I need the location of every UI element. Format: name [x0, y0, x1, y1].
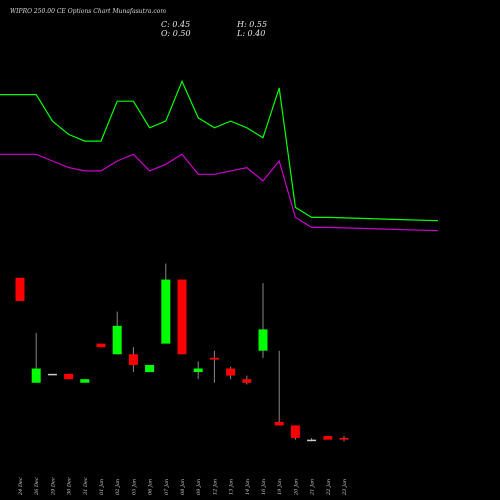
fast-moving-average-line — [0, 79, 439, 222]
candle-body — [177, 279, 187, 355]
x-tick-label: 20 Jan — [293, 479, 299, 496]
x-tick-label: 23 Jan — [342, 479, 348, 496]
candle-body — [290, 425, 300, 438]
x-tick-label: 05 Jan — [131, 479, 137, 495]
candle-6 — [112, 311, 122, 355]
candle-18 — [307, 437, 317, 442]
candle-7 — [128, 347, 138, 373]
candle-20 — [339, 436, 349, 442]
candle-body — [96, 343, 106, 348]
x-tick-label: 14 Jan — [245, 479, 251, 495]
close-readout: C: 0.45 — [161, 20, 191, 29]
candle-body — [258, 329, 268, 351]
moving-average-layer — [0, 79, 439, 232]
candle-2 — [47, 373, 57, 376]
candle-body — [47, 373, 57, 376]
x-tick-label: 19 Jan — [277, 479, 283, 495]
x-tick-label: 24 Dec — [18, 477, 24, 496]
x-tick-label: 30 Dec — [67, 477, 73, 495]
candle-body — [145, 364, 155, 373]
x-axis: 24 Dec 26 Dec 29 Dec 30 Dec 31 Dec 01 Jan 02 J… — [18, 477, 348, 496]
candle-16 — [274, 350, 284, 426]
candle-body — [161, 279, 171, 344]
x-tick-label: 06 Jan — [148, 479, 154, 495]
candle-14 — [242, 375, 252, 385]
x-tick-label: 01 Jan — [99, 479, 105, 495]
candle-body — [226, 368, 236, 376]
candle-15 — [258, 283, 268, 358]
candle-body — [31, 368, 41, 383]
candle-body — [209, 357, 219, 360]
candle-body — [242, 379, 252, 383]
candle-4 — [80, 379, 90, 383]
candle-8 — [145, 364, 155, 373]
high-readout: H: 0.55 — [237, 20, 268, 29]
candle-13 — [226, 366, 236, 380]
candle-17 — [290, 425, 300, 440]
candle-body — [80, 379, 90, 383]
x-tick-label: 02 Jan — [115, 479, 121, 495]
candle-9 — [161, 263, 171, 344]
candle-body — [339, 437, 349, 440]
candles-layer — [15, 263, 349, 442]
candle-body — [128, 354, 138, 365]
candle-0 — [15, 277, 25, 301]
candle-10 — [177, 279, 187, 355]
open-readout: O: 0.50 — [161, 29, 191, 38]
candle-12 — [209, 350, 219, 383]
chart-title: WIPRO 250.00 CE Options Chart Munafasutr… — [10, 8, 167, 15]
candle-body — [112, 325, 122, 355]
x-tick-label: 31 Dec — [83, 477, 89, 495]
slow-moving-average-line — [0, 153, 439, 232]
candle-11 — [193, 361, 203, 380]
candle-body — [307, 439, 317, 442]
x-tick-label: 29 Dec — [50, 477, 56, 496]
x-tick-label: 21 Jan — [310, 479, 316, 496]
x-tick-label: 08 Jan — [180, 479, 186, 495]
candle-body — [193, 368, 203, 373]
x-tick-label: 07 Jan — [164, 479, 170, 495]
x-tick-label: 22 Jan — [326, 479, 332, 496]
candle-1 — [31, 332, 41, 383]
candle-3 — [64, 373, 74, 380]
candle-body — [15, 277, 25, 301]
x-tick-label: 09 Jan — [196, 479, 202, 495]
candle-body — [323, 436, 333, 440]
x-tick-label: 26 Dec — [34, 477, 40, 496]
x-tick-label: 16 Jan — [261, 479, 267, 495]
candle-5 — [96, 343, 106, 348]
candle-body — [274, 421, 284, 426]
candle-19 — [323, 436, 333, 440]
x-tick-label: 12 Jan — [212, 479, 218, 495]
low-readout: L: 0.40 — [237, 29, 266, 38]
candle-body — [64, 373, 74, 380]
x-tick-label: 13 Jan — [229, 479, 235, 495]
